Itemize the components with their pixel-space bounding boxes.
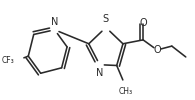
Text: N: N (96, 68, 103, 78)
Text: CH₃: CH₃ (118, 87, 132, 96)
Text: N: N (51, 17, 58, 27)
Text: CF₃: CF₃ (2, 56, 15, 65)
Text: O: O (154, 45, 161, 55)
Text: O: O (139, 18, 147, 28)
Text: S: S (103, 14, 109, 24)
